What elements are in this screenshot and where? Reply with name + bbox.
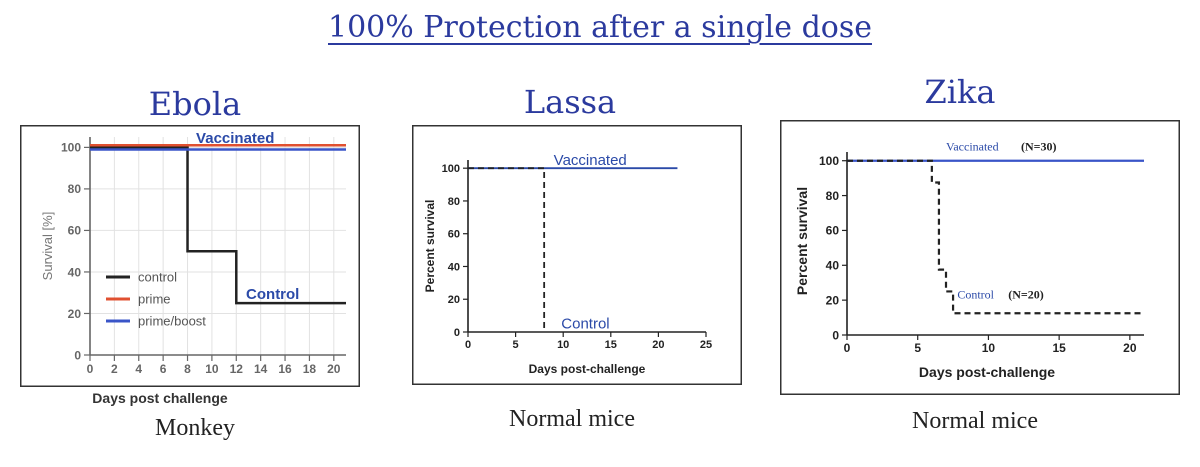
series-line [847,159,1144,315]
y-tick-label: 0 [454,327,460,339]
y-axis-label: Percent survival [794,187,810,295]
caption-ebola: Monkey [155,415,235,441]
annotation-label: Control [957,287,994,301]
y-tick-label: 60 [448,229,460,241]
y-tick-label: 40 [826,259,840,273]
x-tick-label: 0 [844,341,851,355]
panel-title-lassa: Lassa [523,83,617,121]
chart-frame [20,125,360,387]
x-tick-label: 20 [652,339,664,351]
zika-chart: 0 5 10 15 20 0 20 40 60 80 100 Days post-challenge P… [780,120,1180,395]
y-axis-label: Percent survival [423,200,437,293]
x-tick-label: 15 [605,339,617,351]
x-tick-label: 2 [111,362,118,376]
x-tick-label: 0 [87,362,94,376]
series-line [90,146,346,305]
page-title: 100% Protection after a single dose [328,10,872,45]
y-tick-label: 20 [448,294,460,306]
x-axis-label: Days post-challenge [529,362,646,376]
y-tick-label: 100 [819,154,839,168]
x-axis-label: Days post-challenge [919,364,1055,380]
y-tick-label: 0 [74,348,81,362]
x-tick-label: 20 [1123,341,1137,355]
y-tick-label: 20 [826,293,840,307]
legend-label: prime [138,292,171,307]
annotation-label: Vaccinated [554,152,627,169]
panel-title-zika: Zika [924,73,996,111]
x-tick-label: 25 [700,339,712,351]
y-tick-label: 0 [832,328,839,342]
y-tick-label: 100 [442,163,460,175]
x-tick-label: 10 [205,362,219,376]
x-tick-label: 4 [135,362,142,376]
series-line [468,167,546,332]
annotation-label: Control [561,316,609,333]
y-tick-label: 80 [826,189,840,203]
x-tick-label: 5 [513,339,519,351]
y-tick-label: 80 [448,196,460,208]
x-tick-label: 15 [1052,341,1066,355]
x-tick-label: 10 [557,339,569,351]
x-tick-label: 16 [278,362,292,376]
x-tick-label: 18 [303,362,317,376]
annotation-label: (N=20) [1008,287,1043,301]
annotation-label: (N=30) [1021,139,1057,153]
ebola-chart: 0 2 4 6 8 10 12 14 16 18 20 0 20 40 60 80 100 Days post c… [20,125,360,406]
annotation-label: Vaccinated [946,139,999,153]
x-tick-label: 10 [982,341,996,355]
panel-title-ebola: Ebola [148,85,242,123]
y-tick-label: 20 [68,307,82,321]
x-axis-label: Days post challenge [92,390,228,406]
legend-label: control [138,270,177,285]
x-tick-label: 6 [160,362,167,376]
x-tick-label: 12 [230,362,244,376]
caption-zika: Normal mice [912,408,1038,434]
annotation-label: Vaccinated [196,130,274,147]
y-tick-label: 60 [826,224,840,238]
x-tick-label: 14 [254,362,268,376]
y-tick-label: 100 [61,141,81,155]
x-tick-label: 8 [184,362,191,376]
y-tick-label: 60 [68,224,82,238]
x-tick-label: 5 [914,341,921,355]
annotation-label: Control [246,286,299,303]
y-tick-label: 40 [448,261,460,273]
y-tick-label: 40 [68,265,82,279]
caption-lassa: Normal mice [509,406,635,432]
lassa-chart: 0 5 10 15 20 25 0 20 40 60 80 100 Days post-challeng… [412,125,742,385]
legend-label: prime/boost [138,314,206,329]
y-axis-label: Survival [%] [40,212,55,281]
y-tick-label: 80 [68,182,82,196]
x-tick-label: 0 [465,339,471,351]
x-tick-label: 20 [327,362,341,376]
